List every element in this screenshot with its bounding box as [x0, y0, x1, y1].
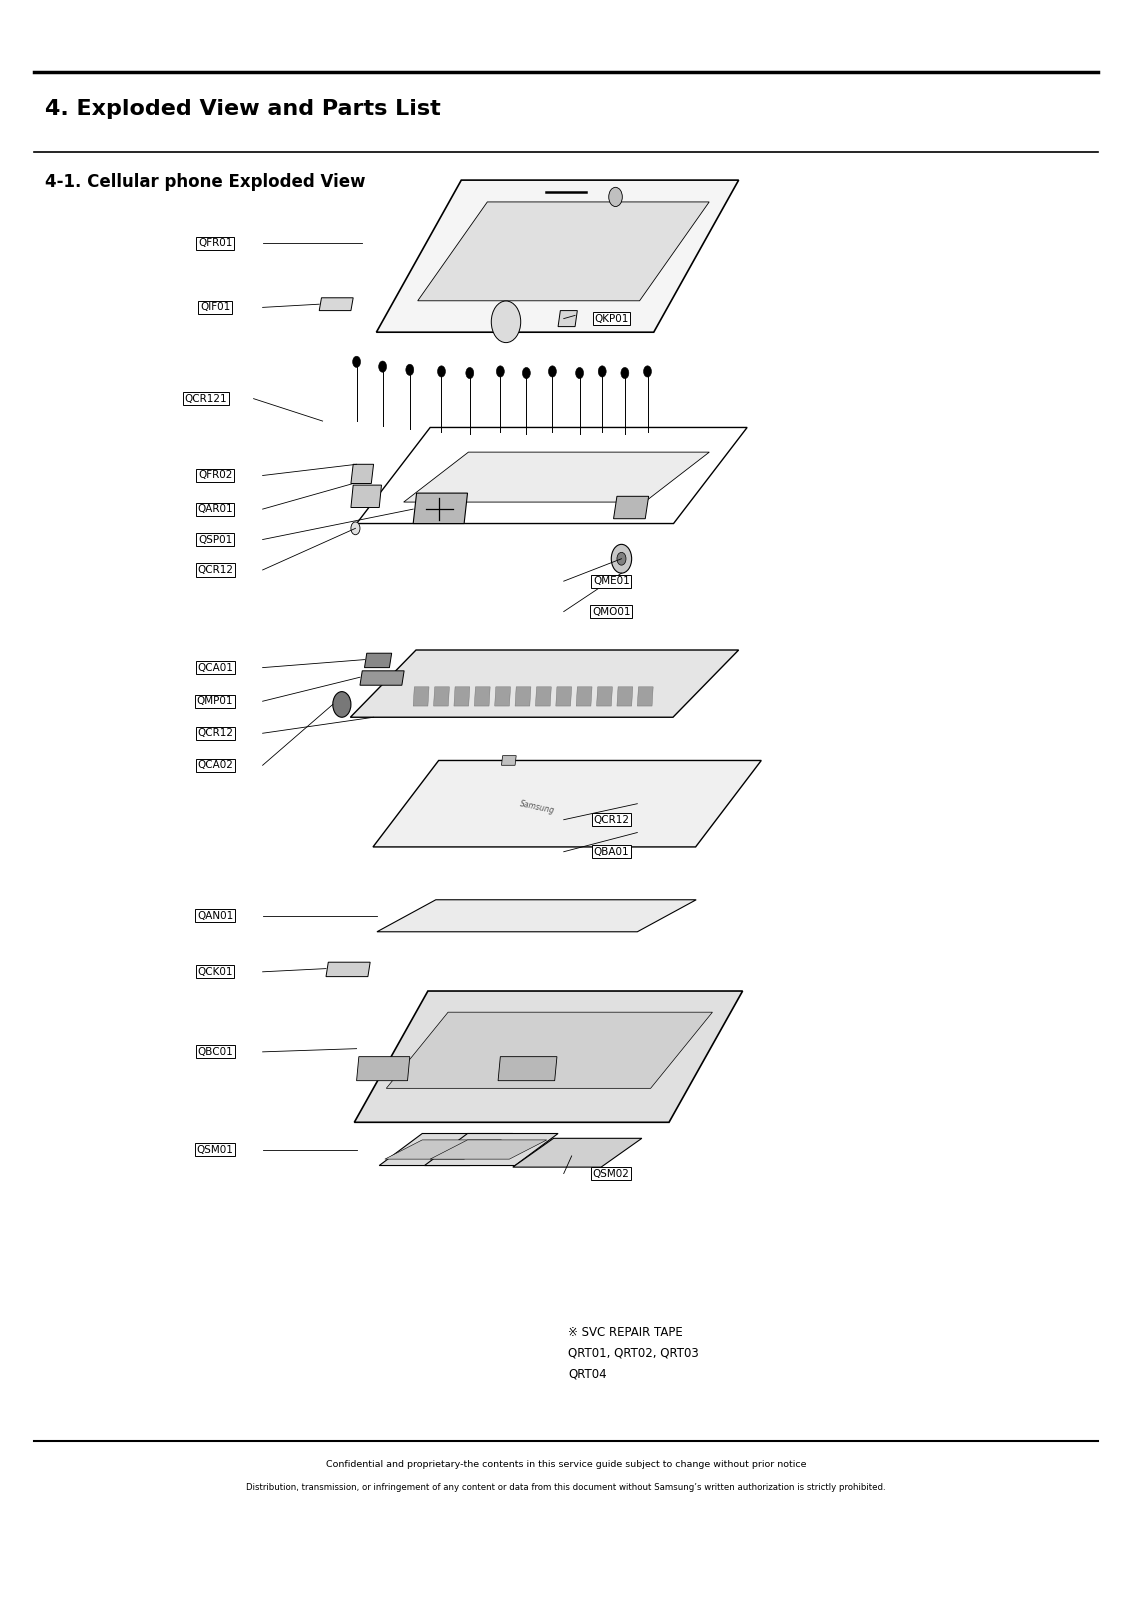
Text: 4-1. Cellular phone Exploded View: 4-1. Cellular phone Exploded View	[45, 173, 366, 191]
Polygon shape	[535, 687, 551, 706]
Polygon shape	[413, 687, 429, 706]
Circle shape	[351, 522, 360, 535]
Polygon shape	[558, 311, 577, 327]
Text: QSP01: QSP01	[198, 535, 232, 544]
Text: QRT01, QRT02, QRT03: QRT01, QRT02, QRT03	[568, 1346, 700, 1359]
Polygon shape	[379, 1134, 513, 1166]
Polygon shape	[354, 991, 743, 1122]
Text: Distribution, transmission, or infringement of any content or data from this doc: Distribution, transmission, or infringem…	[246, 1483, 886, 1492]
Text: QFR02: QFR02	[198, 471, 232, 480]
Text: QCA01: QCA01	[197, 663, 233, 672]
Text: Samsung: Samsung	[520, 799, 556, 815]
Polygon shape	[495, 687, 511, 706]
Polygon shape	[501, 756, 516, 765]
Polygon shape	[556, 687, 572, 706]
Polygon shape	[418, 202, 709, 301]
Text: QSM01: QSM01	[197, 1145, 233, 1154]
Circle shape	[491, 301, 521, 343]
Text: QIF01: QIF01	[200, 303, 230, 312]
Polygon shape	[377, 900, 696, 932]
Text: QCR12: QCR12	[593, 815, 629, 825]
Polygon shape	[498, 1057, 557, 1081]
Polygon shape	[357, 1057, 410, 1081]
Polygon shape	[376, 181, 738, 331]
Circle shape	[576, 368, 584, 378]
Polygon shape	[404, 451, 710, 503]
Circle shape	[611, 544, 632, 573]
Circle shape	[378, 362, 387, 371]
Text: QAN01: QAN01	[197, 911, 233, 921]
Polygon shape	[614, 496, 649, 519]
Polygon shape	[515, 687, 531, 706]
Circle shape	[548, 365, 556, 376]
Text: QCR121: QCR121	[185, 394, 228, 403]
Circle shape	[466, 368, 473, 378]
Circle shape	[599, 365, 607, 376]
Polygon shape	[430, 1140, 547, 1159]
Circle shape	[523, 368, 530, 378]
Text: QRT04: QRT04	[568, 1367, 607, 1380]
Text: QCR12: QCR12	[197, 728, 233, 738]
Polygon shape	[576, 687, 592, 706]
Text: QCR12: QCR12	[197, 565, 233, 575]
Circle shape	[405, 365, 414, 375]
Text: 4. Exploded View and Parts List: 4. Exploded View and Parts List	[45, 99, 441, 118]
Text: QMP01: QMP01	[197, 696, 233, 706]
Polygon shape	[597, 687, 612, 706]
Polygon shape	[386, 1012, 712, 1089]
Text: QMO01: QMO01	[592, 607, 631, 616]
Text: QKP01: QKP01	[594, 314, 628, 323]
Circle shape	[437, 365, 446, 376]
Text: QME01: QME01	[593, 576, 629, 586]
Polygon shape	[351, 464, 374, 484]
Polygon shape	[513, 1138, 642, 1167]
Text: Confidential and proprietary-the contents in this service guide subject to chang: Confidential and proprietary-the content…	[326, 1460, 806, 1470]
Polygon shape	[474, 687, 490, 706]
Circle shape	[620, 368, 629, 378]
Circle shape	[617, 552, 626, 565]
Polygon shape	[424, 1134, 558, 1166]
Polygon shape	[319, 298, 353, 311]
Circle shape	[496, 365, 505, 376]
Polygon shape	[434, 687, 449, 706]
Polygon shape	[326, 962, 370, 977]
Text: QFR01: QFR01	[198, 239, 232, 248]
Polygon shape	[351, 650, 739, 717]
Circle shape	[643, 365, 651, 376]
Polygon shape	[351, 485, 381, 508]
Circle shape	[609, 187, 623, 207]
Text: QBC01: QBC01	[197, 1047, 233, 1057]
Polygon shape	[413, 493, 468, 524]
Circle shape	[353, 355, 360, 367]
Polygon shape	[357, 427, 747, 524]
Text: QCA02: QCA02	[197, 760, 233, 770]
Polygon shape	[360, 671, 404, 685]
Circle shape	[333, 692, 351, 717]
Polygon shape	[385, 1140, 501, 1159]
Text: QCK01: QCK01	[197, 967, 233, 977]
Polygon shape	[637, 687, 653, 706]
Text: QBA01: QBA01	[593, 847, 629, 857]
Text: QAR01: QAR01	[197, 504, 233, 514]
Text: QSM02: QSM02	[593, 1169, 629, 1178]
Polygon shape	[374, 760, 761, 847]
Polygon shape	[617, 687, 633, 706]
Polygon shape	[454, 687, 470, 706]
Text: ※ SVC REPAIR TAPE: ※ SVC REPAIR TAPE	[568, 1326, 683, 1338]
Polygon shape	[365, 653, 392, 668]
